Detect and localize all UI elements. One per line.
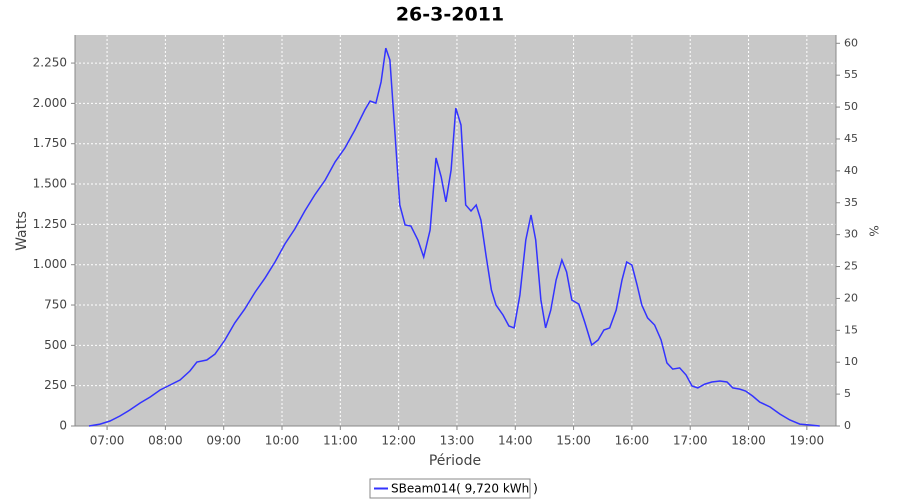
y-tick-label: 1.000 [33, 257, 67, 271]
y-tick-label: 250 [44, 378, 67, 392]
x-tick-label: 15:00 [556, 434, 591, 448]
y2-tick-label: 45 [844, 132, 858, 145]
y2-tick-label: 15 [844, 323, 858, 336]
x-axis-label: Période [429, 453, 481, 469]
x-tick-label: 16:00 [615, 434, 650, 448]
y2-tick-label: 30 [844, 228, 858, 241]
y2-axis-label: % [867, 225, 881, 236]
y2-tick-label: 50 [844, 100, 858, 113]
x-tick-label: 09:00 [206, 434, 241, 448]
x-tick-label: 11:00 [323, 434, 358, 448]
x-tick-label: 17:00 [673, 434, 708, 448]
line-series [88, 47, 820, 427]
y-axis-label: Watts [14, 211, 30, 251]
legend-box [369, 478, 531, 499]
x-tick-label: 14:00 [498, 434, 533, 448]
x-tick-label: 07:00 [90, 434, 125, 448]
y2-tick-label: 55 [844, 68, 858, 81]
chart-title: 26-3-2011 [396, 4, 504, 26]
y-tick-label: 500 [44, 338, 67, 352]
x-tick-label: 18:00 [731, 434, 766, 448]
y-tick-label: 1.250 [33, 217, 67, 231]
x-tick-label: 13:00 [440, 434, 475, 448]
y2-tick-label: 60 [844, 36, 858, 49]
x-tick-label: 08:00 [148, 434, 183, 448]
x-tick-label: 12:00 [381, 434, 416, 448]
y-tick-label: 2.250 [33, 56, 67, 70]
y2-tick-label: 40 [844, 164, 858, 177]
y-tick-label: 1.500 [33, 177, 67, 191]
y-tick-label: 1.750 [33, 136, 67, 150]
y2-tick-label: 20 [844, 291, 858, 304]
y-tick-label: 2.000 [33, 96, 67, 110]
y2-tick-label: 0 [844, 419, 851, 432]
y2-tick-label: 5 [844, 387, 851, 400]
legend-label: SBeam014( 9,720 kWh ) [391, 482, 538, 496]
y-tick-label: 750 [44, 298, 67, 312]
x-tick-label: 19:00 [790, 434, 825, 448]
plot-area [75, 35, 836, 426]
x-tick-label: 10:00 [265, 434, 300, 448]
y2-tick-label: 35 [844, 196, 858, 209]
y2-tick-label: 25 [844, 260, 858, 273]
y2-tick-label: 10 [844, 355, 858, 368]
y-tick-label: 0 [59, 419, 67, 433]
